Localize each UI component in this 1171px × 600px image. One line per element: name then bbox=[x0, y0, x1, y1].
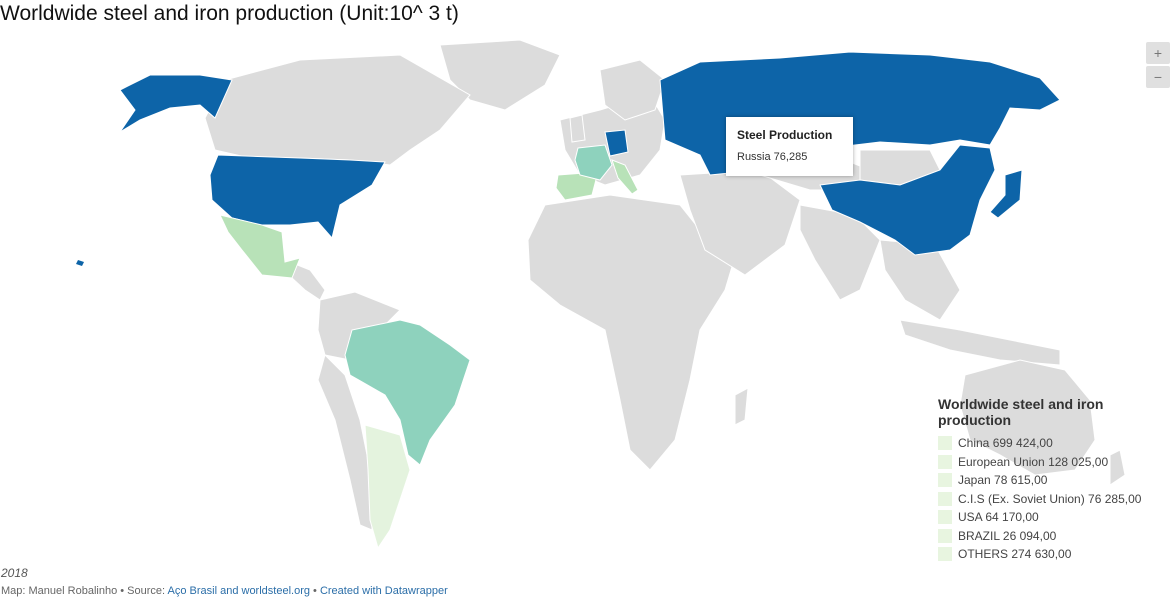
legend-swatch bbox=[938, 510, 952, 525]
footer-source: Map: Manuel Robalinho • Source: Aço Bras… bbox=[1, 585, 448, 597]
indonesia[interactable] bbox=[899, 319, 1061, 366]
legend-label: OTHERS 274 630,00 bbox=[958, 547, 1072, 562]
legend-item: USA 64 170,00 bbox=[938, 508, 1168, 527]
tooltip-title: Steel Production bbox=[737, 128, 833, 142]
zoom-out-button[interactable]: − bbox=[1146, 66, 1170, 88]
legend-item: Japan 78 615,00 bbox=[938, 471, 1168, 490]
legend-item: European Union 128 025,00 bbox=[938, 453, 1168, 472]
legend-label: BRAZIL 26 094,00 bbox=[958, 528, 1057, 543]
legend-label: Japan 78 615,00 bbox=[958, 473, 1048, 488]
australia[interactable] bbox=[959, 359, 1096, 476]
germany-region[interactable] bbox=[604, 129, 629, 157]
legend-item: China 699 424,00 bbox=[938, 434, 1168, 453]
usa-region[interactable] bbox=[209, 154, 386, 240]
madagascar[interactable] bbox=[734, 387, 749, 426]
japan-region[interactable] bbox=[989, 169, 1023, 219]
chart-title: Worldwide steel and iron production (Uni… bbox=[0, 2, 459, 25]
legend-item: BRAZIL 26 094,00 bbox=[938, 527, 1168, 546]
legend-swatch bbox=[938, 436, 952, 451]
source-link[interactable]: Aço Brasil and worldsteel.org bbox=[167, 585, 310, 597]
legend-label: China 699 424,00 bbox=[958, 436, 1053, 451]
canada[interactable] bbox=[204, 54, 471, 166]
brazil-region[interactable] bbox=[344, 319, 471, 466]
alaska-region[interactable] bbox=[119, 74, 233, 133]
greenland[interactable] bbox=[439, 39, 561, 111]
legend-title: Worldwide steel and iron production bbox=[938, 396, 1104, 428]
legend: Worldwide steel and iron production Chin… bbox=[938, 396, 1168, 564]
legend-label: USA 64 170,00 bbox=[958, 510, 1039, 525]
italy-region[interactable] bbox=[611, 159, 639, 195]
legend-item: C.I.S (Ex. Soviet Union) 76 285,00 bbox=[938, 490, 1168, 509]
legend-swatch bbox=[938, 454, 952, 469]
legend-swatch bbox=[938, 491, 952, 506]
new-zealand[interactable] bbox=[1109, 449, 1126, 486]
legend-swatch bbox=[938, 528, 952, 543]
hawaii-region[interactable] bbox=[76, 260, 84, 266]
tooltip-text: Russia 76,285 bbox=[737, 151, 808, 163]
argentina-region[interactable] bbox=[364, 424, 411, 550]
scandinavia[interactable] bbox=[599, 59, 666, 121]
legend-swatch bbox=[938, 473, 952, 488]
france-region[interactable] bbox=[574, 144, 613, 181]
legend-swatch bbox=[938, 547, 952, 562]
footer-year: 2018 bbox=[1, 566, 28, 580]
mexico-region[interactable] bbox=[219, 214, 301, 279]
zoom-in-button[interactable]: + bbox=[1146, 42, 1170, 64]
world-map[interactable] bbox=[60, 36, 1160, 556]
uk[interactable] bbox=[569, 114, 586, 143]
tooltip: Steel Production Russia 76,285 bbox=[726, 117, 853, 176]
legend-label: C.I.S (Ex. Soviet Union) 76 285,00 bbox=[958, 491, 1142, 506]
china-region[interactable] bbox=[819, 144, 996, 256]
legend-item: OTHERS 274 630,00 bbox=[938, 545, 1168, 564]
africa[interactable] bbox=[527, 194, 741, 471]
legend-label: European Union 128 025,00 bbox=[958, 454, 1109, 469]
datawrapper-link[interactable]: Created with Datawrapper bbox=[319, 585, 448, 597]
south-america-west[interactable] bbox=[317, 354, 373, 531]
footer-sep: • bbox=[309, 585, 320, 597]
footer-prefix: Map: Manuel Robalinho • Source: bbox=[1, 585, 168, 597]
